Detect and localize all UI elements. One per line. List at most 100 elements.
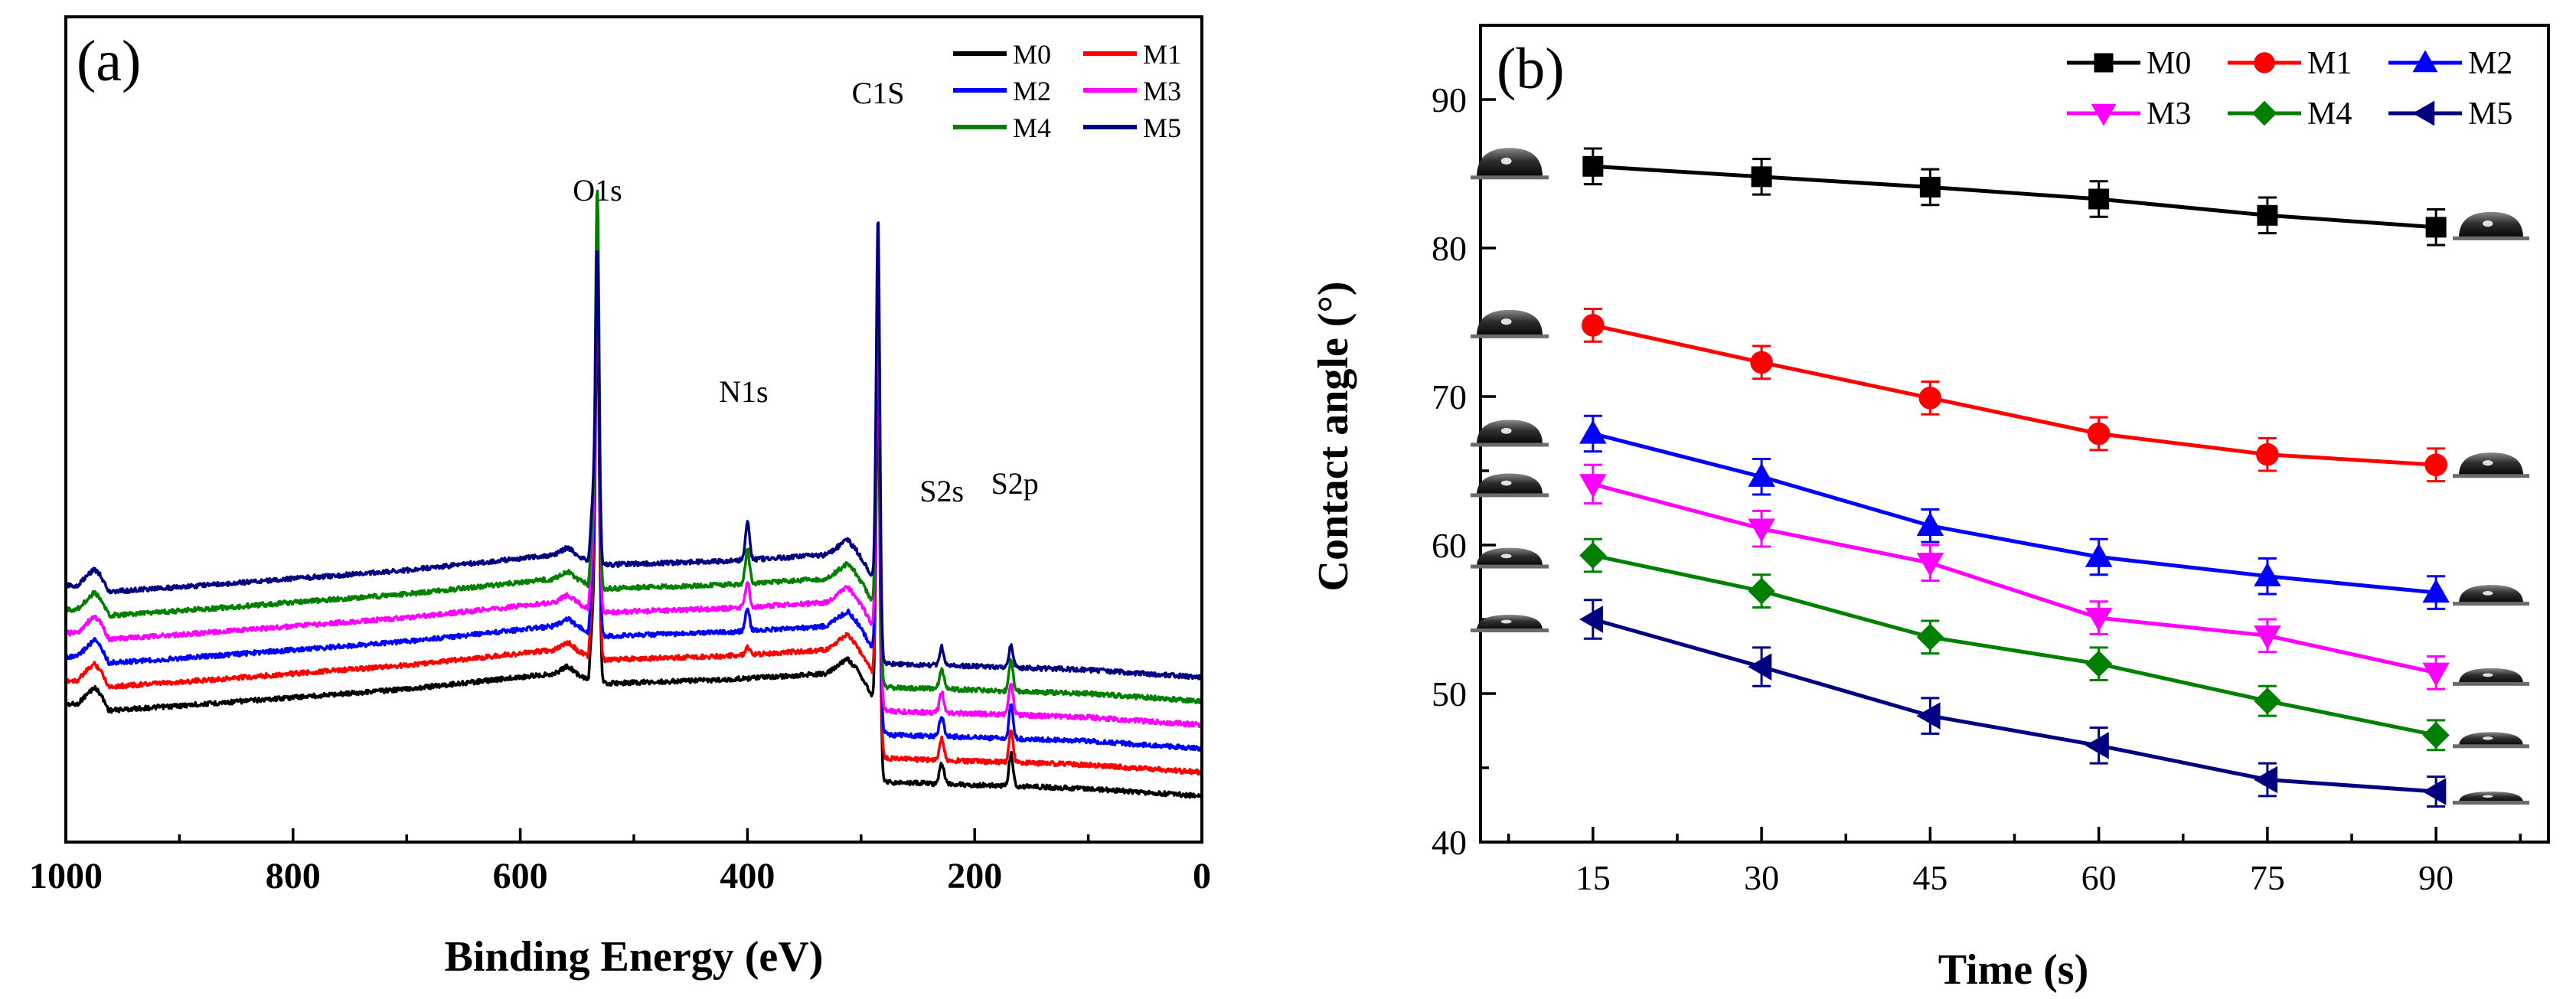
xps-spectrum-m2	[66, 244, 1202, 752]
legend-marker-m0	[2094, 53, 2114, 73]
data-point-m0	[2257, 204, 2278, 226]
legend-label-m3: M3	[1143, 76, 1181, 106]
series-m3	[1579, 463, 2450, 690]
droplet-start-m2	[1471, 420, 1549, 447]
droplet-end-m5	[2453, 792, 2529, 805]
peak-label-o1s: O1s	[573, 173, 622, 207]
data-point-m3	[1748, 518, 1775, 543]
data-point-m5	[2253, 766, 2278, 794]
data-point-m1	[1918, 387, 1942, 410]
data-point-m0	[1751, 166, 1772, 188]
series-line-m1	[1592, 323, 2437, 467]
series-line-m3	[1592, 482, 2437, 675]
x-tick-label: 60	[2081, 858, 2117, 897]
data-point-m1	[2087, 422, 2111, 446]
legend-label-m5: M5	[1143, 113, 1181, 143]
legend-marker-m5	[2412, 100, 2435, 126]
data-point-m2	[2085, 543, 2113, 567]
data-point-m4	[1916, 623, 1944, 651]
droplet-start-m5	[1471, 615, 1549, 632]
data-point-m4	[2254, 687, 2281, 715]
data-point-m4	[1579, 541, 1607, 570]
xps-spectrum-m1	[66, 272, 1202, 776]
series-line-m2	[1592, 432, 2437, 595]
x-tick-label: 600	[493, 856, 548, 896]
legend-b: M0 M1 M2 M3 M4 M5	[2067, 46, 2512, 132]
legend-marker-m4	[2251, 100, 2277, 126]
data-point-m2	[1579, 420, 1607, 444]
data-point-m5	[2085, 732, 2109, 759]
data-point-m5	[1748, 653, 1772, 681]
legend-label-m5: M5	[2468, 96, 2512, 132]
y-tick-label: 90	[1432, 80, 1467, 119]
droplet-start-m4	[1471, 547, 1549, 569]
droplet-start-m0	[1471, 148, 1549, 180]
xps-spectrum-m5	[66, 221, 1202, 681]
series-m0	[1582, 147, 2447, 246]
droplet-end-m0	[2453, 211, 2529, 240]
legend-label-m0: M0	[1013, 39, 1051, 70]
y-axis-label-b: Contact angle (°)	[1310, 282, 1357, 592]
data-point-m1	[1750, 351, 1773, 374]
x-tick-label: 1000	[29, 856, 103, 896]
legend-label-m2: M2	[2468, 46, 2512, 81]
y-tick-label: 50	[1432, 674, 1467, 713]
peak-label-s2p: S2p	[991, 466, 1039, 501]
x-tick-label: 75	[2250, 858, 2285, 897]
data-point-m1	[2424, 453, 2447, 477]
data-point-m1	[1582, 314, 1605, 337]
data-point-m0	[1582, 155, 1604, 177]
data-point-m2	[1748, 462, 1775, 487]
series-line-m0	[1592, 164, 2437, 230]
droplet-end-m4	[2453, 732, 2529, 749]
data-point-m2	[1916, 511, 1944, 536]
data-point-m5	[1916, 702, 1941, 730]
panel-b-frame	[1479, 24, 2550, 844]
legend-label-m3: M3	[2147, 96, 2191, 132]
x-tick-label: 800	[266, 856, 321, 896]
xps-plot-area	[66, 189, 1202, 799]
data-point-m4	[1748, 577, 1775, 605]
droplet-end-m2	[2453, 585, 2529, 606]
droplet-images	[1471, 148, 2529, 805]
series-line-m5	[1592, 617, 2437, 794]
xps-spectrum-m4	[66, 189, 1202, 705]
legend-label-m2: M2	[1013, 76, 1051, 106]
xps-spectrum-m3	[66, 210, 1202, 729]
data-point-m3	[2254, 625, 2281, 650]
data-point-m0	[2425, 217, 2447, 238]
legend-a: M0 M1 M2 M3 M4 M5	[953, 39, 1181, 143]
legend-marker-m1	[2254, 52, 2275, 73]
legend-label-m4: M4	[1013, 113, 1051, 143]
data-point-m2	[2254, 562, 2281, 586]
axis-ticks-b: 15 30 45 60 75 90 40 50 60 70 80 90	[1432, 24, 2522, 897]
x-tick-label: 200	[947, 856, 1002, 896]
data-point-m3	[2085, 607, 2113, 632]
y-tick-label: 70	[1432, 377, 1467, 416]
y-tick-label: 60	[1432, 526, 1467, 565]
panel-label-b: (b)	[1497, 37, 1565, 101]
x-axis-label-a: Binding Energy (eV)	[445, 933, 824, 981]
peak-label-c1s: C1S	[852, 76, 905, 110]
data-point-m3	[1579, 474, 1607, 498]
data-point-m0	[2088, 188, 2110, 210]
legend-label-m1: M1	[1143, 39, 1181, 70]
droplet-end-m3	[2453, 668, 2529, 686]
x-tick-label: 400	[720, 856, 775, 896]
legend-label-m0: M0	[2147, 46, 2191, 81]
panel-b: 15 30 45 60 75 90 40 50 60 70 80 90 M0 M1 M2 M3 M4 M5 (b…	[1310, 24, 2550, 994]
series-m5	[1579, 599, 2447, 808]
panel-label-a: (a)	[77, 29, 141, 93]
data-point-m0	[1919, 176, 1941, 198]
y-tick-label: 80	[1432, 229, 1467, 268]
droplet-start-m3	[1471, 473, 1549, 498]
x-axis-label-b: Time (s)	[1938, 946, 2089, 994]
data-point-m4	[2085, 650, 2113, 677]
x-tick-label: 30	[1744, 858, 1779, 897]
series-line-m4	[1592, 553, 2437, 737]
peak-label-s2s: S2s	[919, 474, 964, 508]
data-point-m4	[2422, 721, 2450, 749]
panel-a: 1000 800 600 400 200 0 O1s N1s C1S S2s S2p M0 M1 M2…	[29, 15, 1211, 981]
peak-label-n1s: N1s	[719, 374, 768, 409]
